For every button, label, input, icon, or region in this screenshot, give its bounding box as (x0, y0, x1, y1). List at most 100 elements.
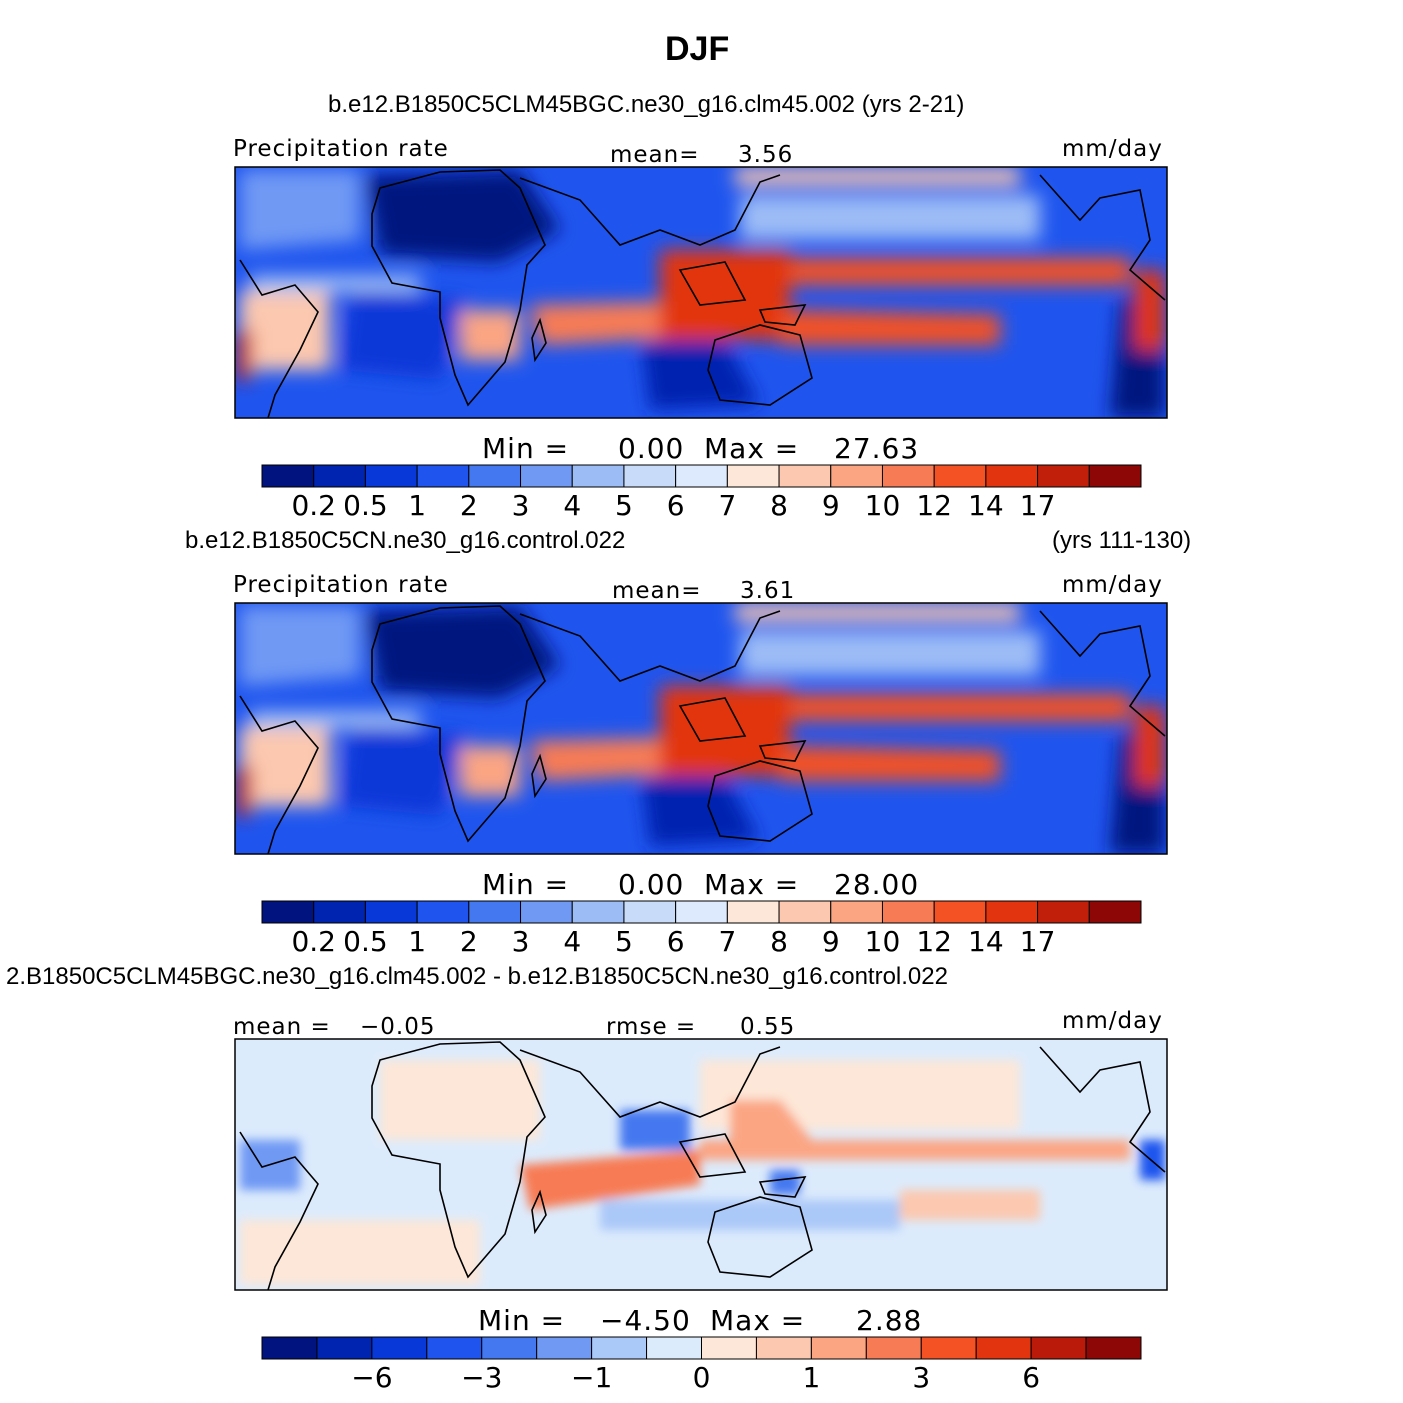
colorbar2-tick-label: 8 (770, 925, 788, 958)
colorbar3-swatch (810, 1336, 867, 1360)
panel2-coastlines (239, 605, 1166, 854)
panel3-rmse-value: 0.55 (740, 1014, 796, 1040)
colorbar2-tick-label: 3 (512, 925, 530, 958)
colorbar2-tick-label: 4 (563, 925, 581, 958)
panel1-min-value: 0.00 (618, 432, 685, 465)
panel2-variable: Precipitation rate (233, 572, 449, 598)
colorbar2-swatch (571, 900, 625, 924)
colorbar2-swatch (881, 900, 935, 924)
panel3-mean-label: mean = (233, 1014, 331, 1040)
panel1-title: b.e12.B1850C5CLM45BGC.ne30_g16.clm45.002… (328, 91, 965, 118)
colorbar3-swatch (261, 1336, 318, 1360)
colorbar3-swatch (646, 1336, 702, 1360)
page-title: DJF (665, 30, 730, 68)
colorbar1-swatch (726, 464, 780, 488)
colorbar1-swatch (261, 464, 315, 488)
panel3-title: 2.B1850C5CLM45BGC.ne30_g16.clm45.002 - b… (6, 963, 948, 990)
colorbar1-tick-label: 9 (822, 489, 840, 522)
colorbar1-tick-label: 3 (512, 489, 530, 522)
panel2-mean-label: mean= (612, 578, 702, 604)
colorbar2-tick-label: 17 (1020, 925, 1056, 958)
panel3-units: mm/day (1062, 1008, 1163, 1034)
colorbar3-swatch (755, 1336, 812, 1360)
panel2-title: b.e12.B1850C5CN.ne30_g16.control.022 (185, 527, 626, 554)
colorbar1-swatch (675, 464, 728, 488)
panel2-min-label: Min = (482, 868, 570, 901)
colorbar3-swatch (316, 1336, 373, 1360)
colorbars: 0.2 0.5 1 2 3 4 5 6 7 8 9 10 12 14 170.2 0.5 1 2 3 4 5 6 7 8 9 10… (261, 464, 1142, 1394)
panel3-frame (234, 1038, 1168, 1291)
colorbar2-tick-label: 12 (916, 925, 952, 958)
panel1-max-label: Max = (704, 432, 800, 465)
colorbar1-tick-label: 0.2 (291, 489, 336, 522)
colorbar1-swatch (881, 464, 935, 488)
colorbar1-tick-label: 0.5 (343, 489, 388, 522)
colorbar3-swatch (481, 1336, 538, 1360)
colorbar2-swatch (830, 900, 883, 924)
colorbar1-tick-label: 1 (408, 489, 426, 522)
panel1-variable: Precipitation rate (233, 136, 449, 162)
colorbar3-swatch (1085, 1336, 1142, 1360)
panel2-map (234, 602, 1168, 855)
colorbar2-tick-label: 1 (408, 925, 426, 958)
colorbar2-swatch (1088, 900, 1142, 924)
panel1-mean-label: mean= (610, 142, 700, 168)
colorbar2-swatch (985, 900, 1039, 924)
panel3-max-value: 2.88 (856, 1304, 923, 1337)
colorbar2-swatch (468, 900, 522, 924)
colorbar3-swatch (426, 1336, 483, 1360)
colorbar1-swatch (985, 464, 1039, 488)
colorbar2-swatch (416, 900, 470, 924)
colorbar1-swatch (571, 464, 625, 488)
colorbar3-swatch (536, 1336, 593, 1360)
colorbar1-swatch (1088, 464, 1142, 488)
colorbar2-tick-label: 7 (718, 925, 736, 958)
colorbar1-swatch (1037, 464, 1090, 488)
panel3-mean-value: −0.05 (360, 1014, 436, 1040)
colorbar1-tick-label: 2 (460, 489, 478, 522)
panel1-mean-value: 3.56 (738, 142, 794, 168)
panel3-rmse-label: rmse = (606, 1014, 697, 1040)
colorbar1-swatch (830, 464, 883, 488)
colorbar2-tick-label: 9 (822, 925, 840, 958)
colorbar1-swatch (416, 464, 470, 488)
colorbar1-tick-label: 12 (916, 489, 952, 522)
panel3-field-blobs (240, 1060, 1165, 1285)
panel3-max-label: Max = (710, 1304, 806, 1337)
colorbar2-tick-label: 2 (460, 925, 478, 958)
colorbar1-swatch (364, 464, 418, 488)
colorbar2-swatch (364, 900, 418, 924)
colorbar2-swatch (675, 900, 728, 924)
panel1-field-blobs (236, 168, 1165, 418)
panel2-units: mm/day (1062, 572, 1163, 598)
colorbar1-tick-label: 10 (865, 489, 901, 522)
colorbar3-tick-label: −1 (571, 1361, 612, 1394)
panel1-max-value: 27.63 (834, 432, 920, 465)
panel3-min-value: −4.50 (600, 1304, 691, 1337)
colorbar3-swatch (975, 1336, 1032, 1360)
colorbar2-swatch (313, 900, 366, 924)
panel1-min-label: Min = (482, 432, 570, 465)
colorbar1-swatch (778, 464, 832, 488)
panel2-max-value: 28.00 (834, 868, 920, 901)
panel1-units: mm/day (1062, 136, 1163, 162)
panel2-max-label: Max = (704, 868, 800, 901)
colorbar3-swatch (591, 1336, 648, 1360)
colorbar1-swatch (313, 464, 366, 488)
colorbar1-tick-label: 8 (770, 489, 788, 522)
colorbar2-swatch (623, 900, 677, 924)
colorbar3-tick-label: −3 (461, 1361, 502, 1394)
panel2-mean-value: 3.61 (740, 578, 796, 604)
colorbar2-tick-label: 10 (865, 925, 901, 958)
colorbar2-swatch (261, 900, 315, 924)
colorbar2-swatch (520, 900, 573, 924)
panel2-min-value: 0.00 (618, 868, 685, 901)
panel1-coastlines (239, 169, 1166, 418)
colorbar1-swatch (623, 464, 677, 488)
colorbar1-tick-label: 17 (1020, 489, 1056, 522)
panel2-years: (yrs 111-130) (1052, 527, 1192, 554)
colorbar1-tick-label: 14 (968, 489, 1004, 522)
colorbar2-swatch (726, 900, 780, 924)
colorbar3-tick-label: 0 (693, 1361, 711, 1394)
